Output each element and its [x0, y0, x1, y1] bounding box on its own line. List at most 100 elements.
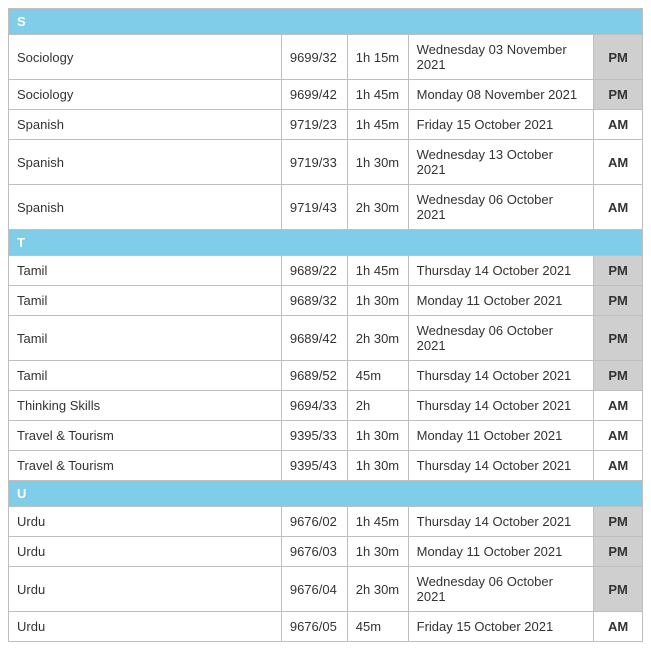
group-letter: U — [9, 481, 643, 507]
date-cell: Wednesday 06 October 2021 — [408, 567, 594, 612]
code-cell: 9676/05 — [281, 612, 347, 642]
group-letter: S — [9, 9, 643, 35]
duration-cell: 1h 30m — [347, 421, 408, 451]
session-cell: PM — [594, 537, 643, 567]
duration-cell: 1h 30m — [347, 286, 408, 316]
subject-cell: Urdu — [9, 612, 282, 642]
duration-cell: 2h 30m — [347, 185, 408, 230]
date-cell: Thursday 14 October 2021 — [408, 256, 594, 286]
session-cell: PM — [594, 256, 643, 286]
group-letter: T — [9, 230, 643, 256]
subject-cell: Spanish — [9, 185, 282, 230]
session-cell: AM — [594, 391, 643, 421]
subject-cell: Tamil — [9, 316, 282, 361]
subject-cell: Urdu — [9, 567, 282, 612]
code-cell: 9395/33 — [281, 421, 347, 451]
code-cell: 9719/43 — [281, 185, 347, 230]
table-row: Spanish9719/231h 45mFriday 15 October 20… — [9, 110, 643, 140]
code-cell: 9699/42 — [281, 80, 347, 110]
subject-cell: Tamil — [9, 286, 282, 316]
table-row: Urdu9676/021h 45mThursday 14 October 202… — [9, 507, 643, 537]
session-cell: PM — [594, 361, 643, 391]
duration-cell: 2h — [347, 391, 408, 421]
session-cell: AM — [594, 140, 643, 185]
date-cell: Friday 15 October 2021 — [408, 110, 594, 140]
duration-cell: 1h 45m — [347, 256, 408, 286]
date-cell: Wednesday 06 October 2021 — [408, 316, 594, 361]
code-cell: 9719/33 — [281, 140, 347, 185]
table-row: Tamil9689/321h 30mMonday 11 October 2021… — [9, 286, 643, 316]
subject-cell: Sociology — [9, 35, 282, 80]
table-row: Travel & Tourism9395/331h 30mMonday 11 O… — [9, 421, 643, 451]
table-row: Tamil9689/221h 45mThursday 14 October 20… — [9, 256, 643, 286]
subject-cell: Thinking Skills — [9, 391, 282, 421]
code-cell: 9676/02 — [281, 507, 347, 537]
session-cell: AM — [594, 451, 643, 481]
session-cell: PM — [594, 286, 643, 316]
session-cell: PM — [594, 80, 643, 110]
code-cell: 9395/43 — [281, 451, 347, 481]
duration-cell: 1h 30m — [347, 140, 408, 185]
session-cell: PM — [594, 567, 643, 612]
subject-cell: Travel & Tourism — [9, 451, 282, 481]
subject-cell: Spanish — [9, 140, 282, 185]
code-cell: 9689/42 — [281, 316, 347, 361]
date-cell: Wednesday 13 October 2021 — [408, 140, 594, 185]
date-cell: Thursday 14 October 2021 — [408, 391, 594, 421]
code-cell: 9676/03 — [281, 537, 347, 567]
code-cell: 9699/32 — [281, 35, 347, 80]
table-row: Urdu9676/042h 30mWednesday 06 October 20… — [9, 567, 643, 612]
duration-cell: 1h 15m — [347, 35, 408, 80]
subject-cell: Tamil — [9, 361, 282, 391]
session-cell: PM — [594, 35, 643, 80]
duration-cell: 1h 30m — [347, 537, 408, 567]
session-cell: PM — [594, 507, 643, 537]
table-row: Thinking Skills9694/332hThursday 14 Octo… — [9, 391, 643, 421]
code-cell: 9676/04 — [281, 567, 347, 612]
duration-cell: 1h 45m — [347, 507, 408, 537]
table-row: Spanish9719/331h 30mWednesday 13 October… — [9, 140, 643, 185]
session-cell: PM — [594, 316, 643, 361]
session-cell: AM — [594, 185, 643, 230]
date-cell: Wednesday 06 October 2021 — [408, 185, 594, 230]
group-header-row: S — [9, 9, 643, 35]
session-cell: AM — [594, 612, 643, 642]
duration-cell: 45m — [347, 612, 408, 642]
table-row: Sociology9699/421h 45mMonday 08 November… — [9, 80, 643, 110]
table-row: Travel & Tourism9395/431h 30mThursday 14… — [9, 451, 643, 481]
date-cell: Monday 11 October 2021 — [408, 537, 594, 567]
group-header-row: U — [9, 481, 643, 507]
date-cell: Thursday 14 October 2021 — [408, 361, 594, 391]
table-row: Urdu9676/0545mFriday 15 October 2021AM — [9, 612, 643, 642]
date-cell: Thursday 14 October 2021 — [408, 507, 594, 537]
table-row: Urdu9676/031h 30mMonday 11 October 2021P… — [9, 537, 643, 567]
duration-cell: 1h 30m — [347, 451, 408, 481]
code-cell: 9689/52 — [281, 361, 347, 391]
exam-timetable-table: SSociology9699/321h 15mWednesday 03 Nove… — [8, 8, 643, 642]
date-cell: Friday 15 October 2021 — [408, 612, 594, 642]
subject-cell: Spanish — [9, 110, 282, 140]
date-cell: Monday 11 October 2021 — [408, 286, 594, 316]
duration-cell: 45m — [347, 361, 408, 391]
subject-cell: Travel & Tourism — [9, 421, 282, 451]
date-cell: Monday 11 October 2021 — [408, 421, 594, 451]
session-cell: AM — [594, 110, 643, 140]
code-cell: 9719/23 — [281, 110, 347, 140]
subject-cell: Tamil — [9, 256, 282, 286]
duration-cell: 1h 45m — [347, 110, 408, 140]
session-cell: AM — [594, 421, 643, 451]
date-cell: Thursday 14 October 2021 — [408, 451, 594, 481]
duration-cell: 2h 30m — [347, 316, 408, 361]
table-row: Tamil9689/422h 30mWednesday 06 October 2… — [9, 316, 643, 361]
subject-cell: Sociology — [9, 80, 282, 110]
table-row: Tamil9689/5245mThursday 14 October 2021P… — [9, 361, 643, 391]
date-cell: Monday 08 November 2021 — [408, 80, 594, 110]
table-row: Spanish9719/432h 30mWednesday 06 October… — [9, 185, 643, 230]
table-row: Sociology9699/321h 15mWednesday 03 Novem… — [9, 35, 643, 80]
date-cell: Wednesday 03 November 2021 — [408, 35, 594, 80]
duration-cell: 1h 45m — [347, 80, 408, 110]
subject-cell: Urdu — [9, 507, 282, 537]
code-cell: 9694/33 — [281, 391, 347, 421]
code-cell: 9689/22 — [281, 256, 347, 286]
subject-cell: Urdu — [9, 537, 282, 567]
